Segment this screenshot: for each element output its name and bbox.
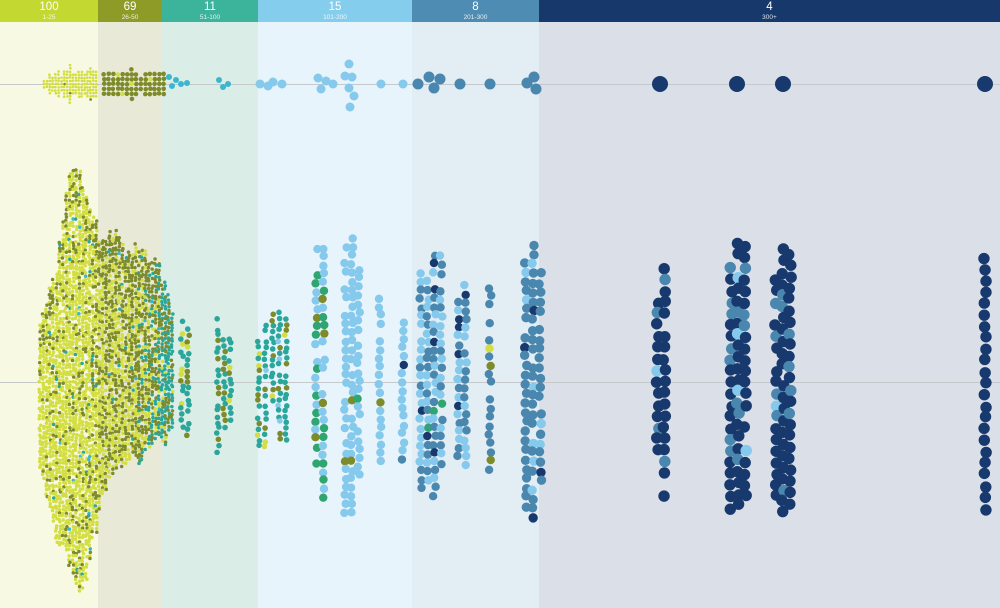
band-range-label: 101-200 xyxy=(323,14,347,21)
band-range-label: 1-25 xyxy=(42,14,56,21)
band-range-label: 51-100 xyxy=(199,14,221,21)
band-header-1: 69 26-50 xyxy=(98,0,162,22)
band-count-label: 100 xyxy=(39,1,59,13)
band-header-4: 8 201-300 xyxy=(412,0,539,22)
band-count-label: 15 xyxy=(328,1,342,13)
band-count-label: 8 xyxy=(472,1,479,13)
band-range-label: 300+ xyxy=(762,14,777,21)
band-range-label: 201-300 xyxy=(463,14,488,21)
band-header-3: 15 101-200 xyxy=(258,0,412,22)
band-count-label: 69 xyxy=(123,1,137,13)
band-header-5: 4 300+ xyxy=(539,0,1000,22)
band-header-0: 100 1-25 xyxy=(0,0,98,22)
band-count-label: 11 xyxy=(204,1,216,13)
band-header-2: 11 51-100 xyxy=(162,0,258,22)
band-range-label: 26-50 xyxy=(121,14,139,21)
band-count-label: 4 xyxy=(766,1,773,13)
